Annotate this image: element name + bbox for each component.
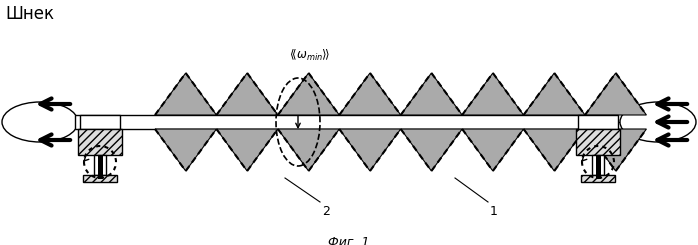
Text: $\langle\!\langle{^+\omega}\rangle\!\rangle$: $\langle\!\langle{^+\omega}\rangle\!\ran… <box>580 140 616 157</box>
Bar <box>592 155 604 175</box>
Polygon shape <box>524 129 585 171</box>
Polygon shape <box>278 73 339 115</box>
Polygon shape <box>339 129 401 171</box>
Polygon shape <box>462 73 524 115</box>
Bar <box>581 175 615 182</box>
Polygon shape <box>462 129 524 171</box>
Bar <box>75 115 615 129</box>
Polygon shape <box>216 129 278 171</box>
Polygon shape <box>339 73 401 115</box>
Bar <box>83 175 117 182</box>
Bar <box>78 129 122 155</box>
Bar <box>576 129 620 155</box>
Ellipse shape <box>620 102 696 142</box>
Polygon shape <box>524 73 585 115</box>
Text: 1: 1 <box>490 205 498 218</box>
Bar <box>595 155 600 179</box>
Bar <box>94 155 106 175</box>
Polygon shape <box>278 129 339 171</box>
Bar <box>578 115 618 129</box>
Polygon shape <box>585 73 646 115</box>
Text: Фиг. 1: Фиг. 1 <box>328 236 370 245</box>
Bar <box>98 155 103 179</box>
Bar <box>80 115 120 129</box>
Polygon shape <box>401 129 462 171</box>
Ellipse shape <box>2 102 78 142</box>
Text: Шнек: Шнек <box>5 5 54 23</box>
Text: 2: 2 <box>322 205 330 218</box>
Polygon shape <box>155 129 216 171</box>
Polygon shape <box>155 73 216 115</box>
Polygon shape <box>401 73 462 115</box>
Text: $\langle\!\langle\omega_{min}\rangle\!\rangle$: $\langle\!\langle\omega_{min}\rangle\!\r… <box>290 48 331 63</box>
Polygon shape <box>216 73 278 115</box>
Polygon shape <box>585 129 646 171</box>
Text: $\langle\!\langle\bar{\omega}\rangle\!\rangle$: $\langle\!\langle\bar{\omega}\rangle\!\r… <box>87 140 112 155</box>
